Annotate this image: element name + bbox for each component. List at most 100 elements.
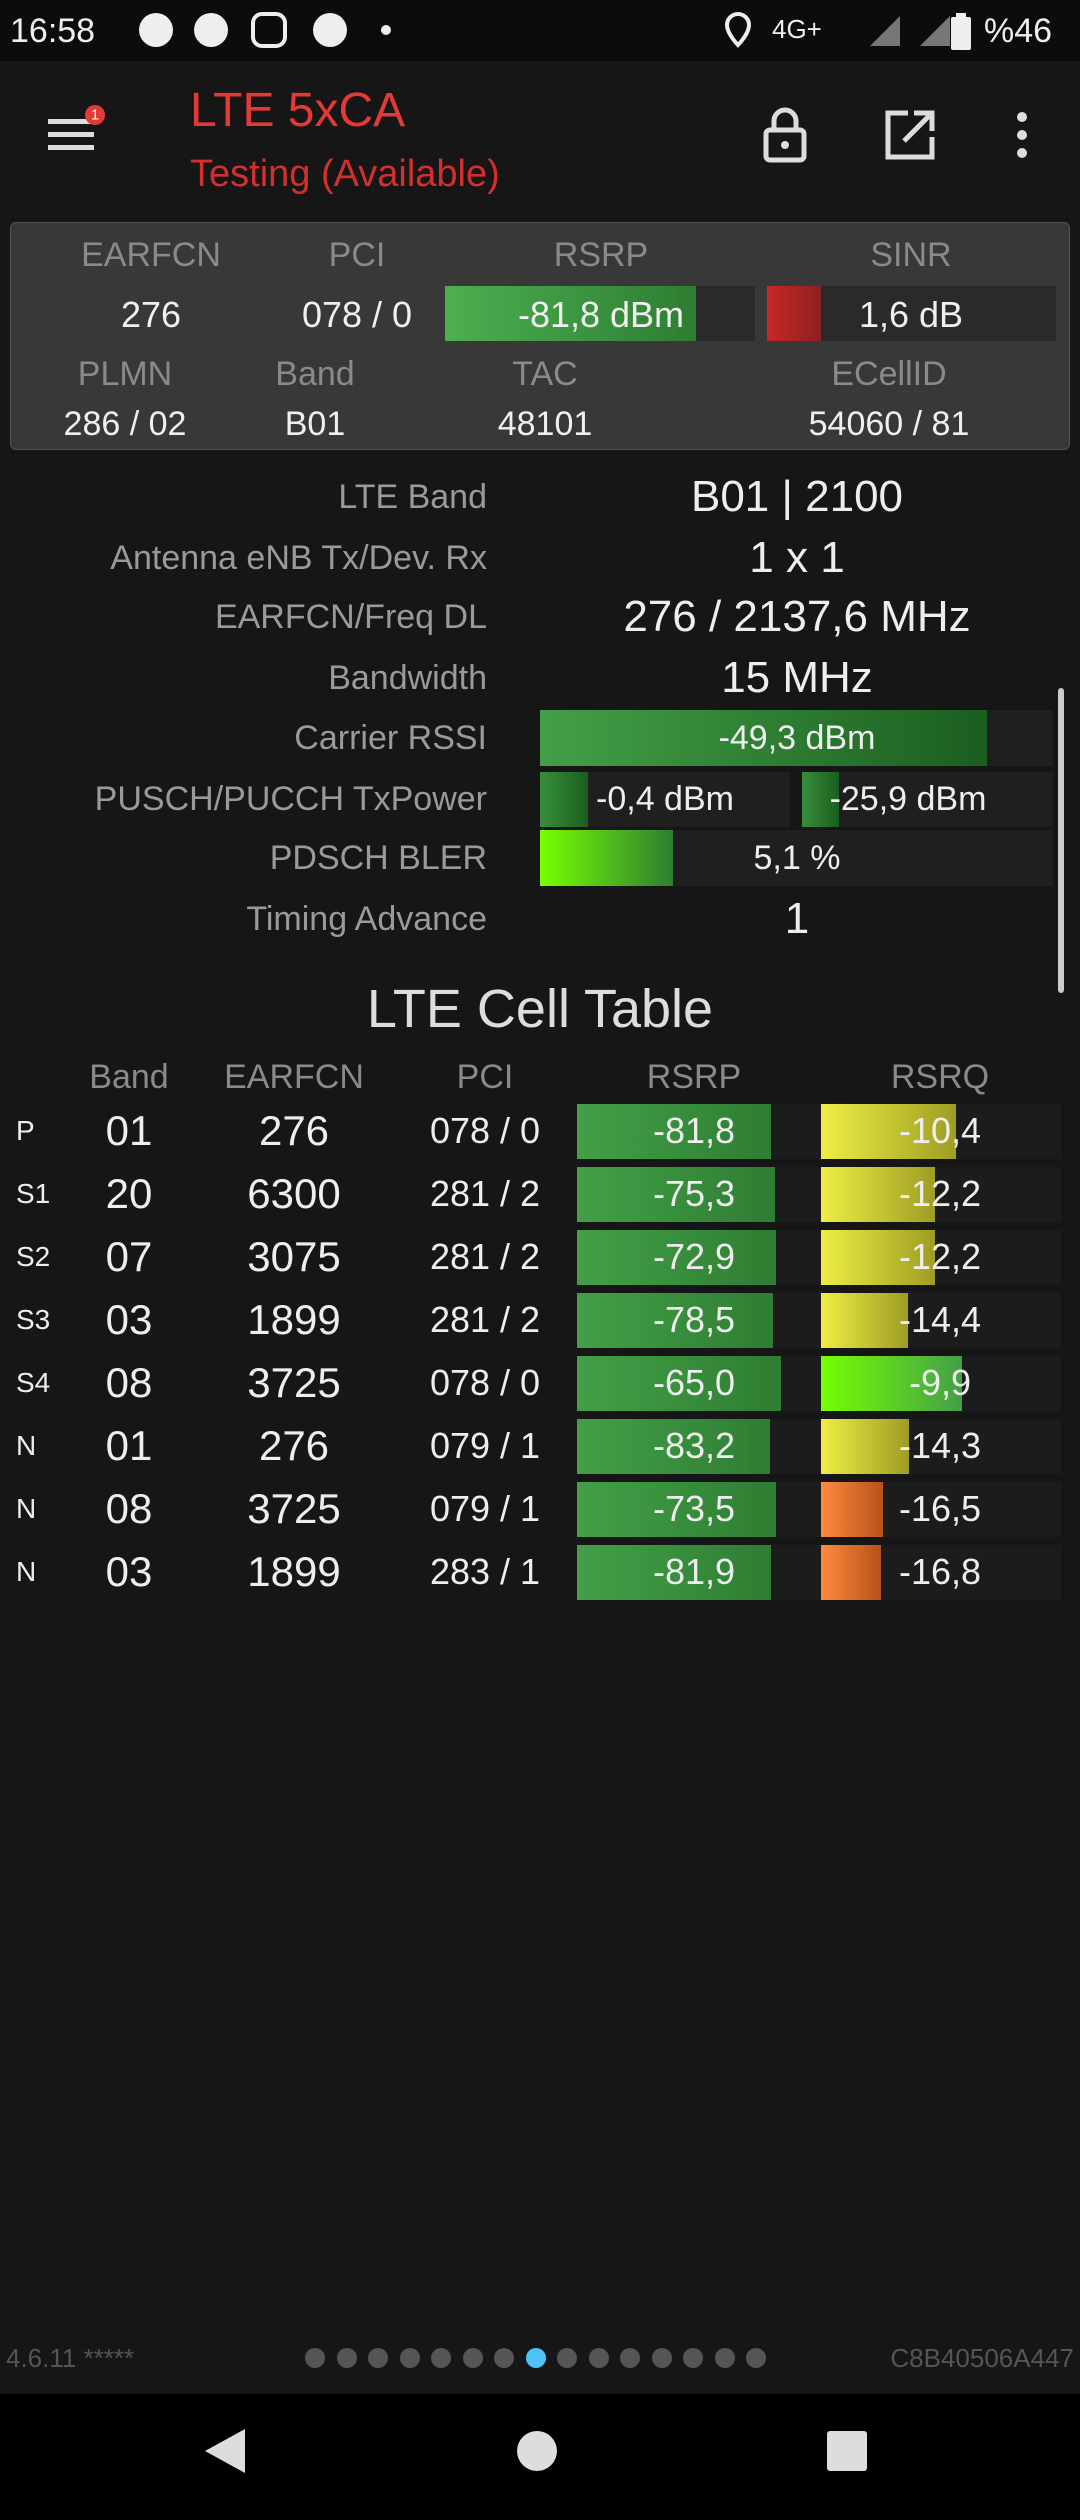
- cell-rsrq: -14,3: [898, 1425, 982, 1466]
- device-id: C8B40506A447: [890, 2343, 1074, 2373]
- summary-value: B01: [284, 405, 346, 443]
- cell-band: 03: [105, 1548, 153, 1595]
- detail-value: 1: [784, 894, 810, 943]
- page-dot: [746, 2348, 766, 2368]
- summary-value: 1,6 dB: [858, 294, 964, 335]
- cell-band: 08: [105, 1485, 153, 1532]
- column-header: Band: [89, 1058, 169, 1096]
- summary-header: ECellID: [831, 355, 947, 393]
- app-title: LTE 5xCA: [190, 84, 406, 137]
- cell-band: 03: [105, 1296, 153, 1343]
- cell-rsrp: -81,9: [652, 1551, 736, 1592]
- page-dot: [683, 2348, 703, 2368]
- page-dot: [494, 2348, 514, 2368]
- cell-rsrq: -12,2: [898, 1173, 982, 1214]
- signal-icons: [724, 11, 950, 48]
- summary-value: 286 / 02: [63, 405, 187, 443]
- cell-rsrp: -83,2: [652, 1425, 736, 1466]
- cell-rsrp: -81,8: [652, 1110, 736, 1151]
- page-dot: [588, 2348, 609, 2368]
- home-button[interactable]: [509, 2423, 565, 2479]
- cell-type: N: [16, 1430, 37, 1461]
- rssi-meter: [540, 710, 987, 766]
- summary-value: 48101: [497, 405, 593, 443]
- summary-header: Band: [275, 355, 355, 393]
- rsrp-meter: [577, 1482, 776, 1537]
- cell-type: S3: [16, 1304, 51, 1335]
- notification-badge: 1: [90, 106, 100, 124]
- page-dot: [368, 2348, 388, 2368]
- rsrq-meter: [821, 1419, 910, 1474]
- summary-header: SINR: [870, 236, 952, 274]
- rsrp-meter: [577, 1230, 777, 1285]
- recents-button[interactable]: [819, 2423, 875, 2479]
- page-dot: [651, 2348, 672, 2368]
- scrollbar: [1058, 688, 1064, 993]
- page-dot: [399, 2348, 420, 2368]
- rsrq-meter: [821, 1230, 935, 1285]
- detail-value: -25,9 dBm: [829, 780, 987, 818]
- page-dot: [336, 2348, 357, 2368]
- cell-type: S2: [16, 1241, 51, 1272]
- page-dot: [305, 2348, 325, 2368]
- lock-button[interactable]: [755, 105, 815, 165]
- cell-rsrq: -10,4: [898, 1110, 982, 1151]
- cell-earfcn: 3725: [247, 1485, 341, 1532]
- toolbar: [0, 61, 1080, 216]
- page-dot: [620, 2348, 640, 2368]
- cell-type: P: [16, 1115, 35, 1146]
- cell-pci: 079 / 1: [429, 1425, 541, 1466]
- cell-pci: 078 / 0: [429, 1362, 541, 1403]
- detail-label: PDSCH BLER: [269, 839, 487, 877]
- cell-rsrp: -65,0: [652, 1362, 736, 1403]
- detail-label: Bandwidth: [328, 659, 487, 697]
- detail-label: PUSCH/PUCCH TxPower: [94, 780, 487, 818]
- cell-earfcn: 1899: [247, 1296, 341, 1343]
- cell-pci: 079 / 1: [429, 1488, 541, 1529]
- detail-value: -0,4 dBm: [596, 780, 734, 818]
- clock: 16:58: [10, 12, 96, 50]
- page-dot-active: [525, 2348, 546, 2368]
- column-header: RSRP: [646, 1058, 742, 1096]
- detail-label: LTE Band: [338, 478, 487, 516]
- rsrq-meter: [821, 1545, 881, 1600]
- network-type: 4G+: [772, 14, 822, 44]
- cell-rsrp: -73,5: [652, 1488, 736, 1529]
- detail-value: -49,3 dBm: [718, 719, 876, 757]
- cell-rsrp: -72,9: [652, 1236, 736, 1277]
- page-dot: [557, 2348, 577, 2368]
- detail-value: 15 MHz: [721, 653, 873, 702]
- cell-band: 07: [105, 1233, 153, 1280]
- app-subtitle: Testing (Available): [190, 153, 500, 195]
- share-button[interactable]: [880, 105, 940, 165]
- cell-rsrp: -75,3: [652, 1173, 736, 1214]
- rsrp-meter: [577, 1356, 781, 1411]
- overflow-menu[interactable]: [1005, 105, 1039, 165]
- page-dot: [462, 2348, 483, 2368]
- summary-value: -81,8 dBm: [517, 294, 685, 335]
- detail-label: Carrier RSSI: [294, 719, 487, 757]
- rsrp-meter: [577, 1293, 773, 1348]
- page-dot: [714, 2348, 735, 2368]
- cell-pci: 281 / 2: [429, 1236, 541, 1277]
- back-button[interactable]: [195, 2423, 251, 2479]
- rsrq-meter: [821, 1293, 909, 1348]
- rsrp-meter: [577, 1419, 770, 1474]
- cell-type: S1: [16, 1178, 51, 1209]
- rsrq-meter: [821, 1356, 963, 1411]
- detail-label: Antenna eNB Tx/Dev. Rx: [110, 539, 487, 577]
- cell-rsrq: -16,8: [898, 1551, 982, 1592]
- summary-value: 54060 / 81: [808, 405, 970, 443]
- menu-button[interactable]: [40, 105, 110, 165]
- detail-label: Timing Advance: [246, 900, 487, 938]
- summary-header: PCI: [328, 236, 386, 274]
- cell-rsrp: -78,5: [652, 1299, 736, 1340]
- cell-pci: 283 / 1: [429, 1551, 541, 1592]
- summary-header: PLMN: [77, 355, 173, 393]
- cell-pci: 281 / 2: [429, 1173, 541, 1214]
- tx-meter: [540, 772, 588, 827]
- summary-header: EARFCN: [81, 236, 221, 274]
- cell-earfcn: 1899: [247, 1548, 341, 1595]
